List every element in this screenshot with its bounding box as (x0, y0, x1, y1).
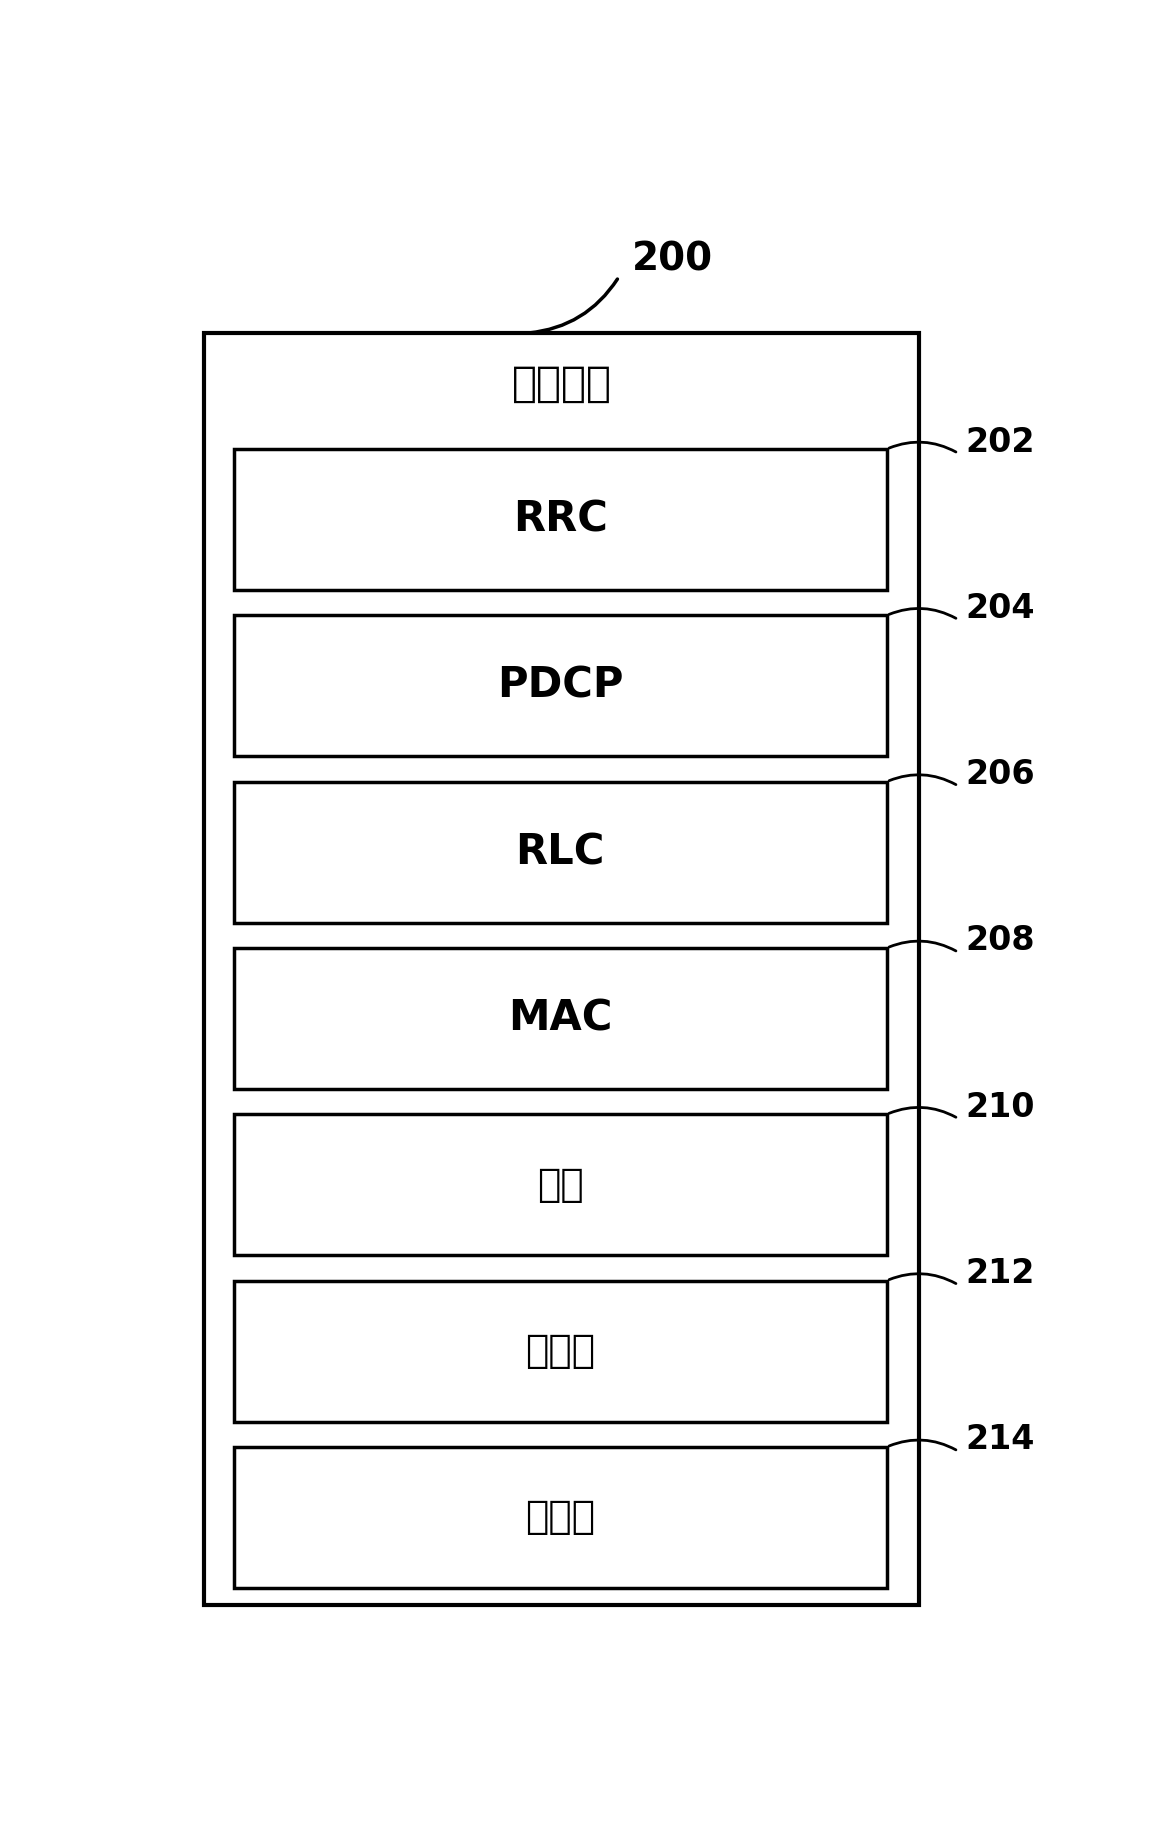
Text: RLC: RLC (515, 831, 605, 873)
Text: 格式器: 格式器 (526, 1332, 596, 1371)
Bar (233, 1281, 887, 1422)
Text: 通信装置: 通信装置 (512, 363, 612, 406)
Text: MAC: MAC (508, 998, 613, 1039)
Text: 206: 206 (966, 758, 1035, 791)
Text: 200: 200 (632, 240, 713, 279)
Bar (233, 615, 887, 756)
Text: RRC: RRC (513, 499, 607, 541)
Text: 202: 202 (966, 426, 1035, 459)
Bar (233, 450, 887, 591)
Text: 210: 210 (966, 1090, 1035, 1123)
Bar (233, 782, 887, 923)
Text: 212: 212 (966, 1257, 1035, 1290)
Text: 208: 208 (966, 925, 1035, 958)
Text: 路由器: 路由器 (526, 1499, 596, 1536)
Bar (233, 949, 887, 1088)
Bar (205, 334, 919, 1606)
Text: 204: 204 (966, 593, 1035, 626)
Bar (233, 1114, 887, 1255)
Text: PDCP: PDCP (497, 664, 623, 706)
Text: 214: 214 (966, 1424, 1035, 1457)
Bar (233, 1448, 887, 1587)
Text: 物理: 物理 (537, 1165, 583, 1204)
